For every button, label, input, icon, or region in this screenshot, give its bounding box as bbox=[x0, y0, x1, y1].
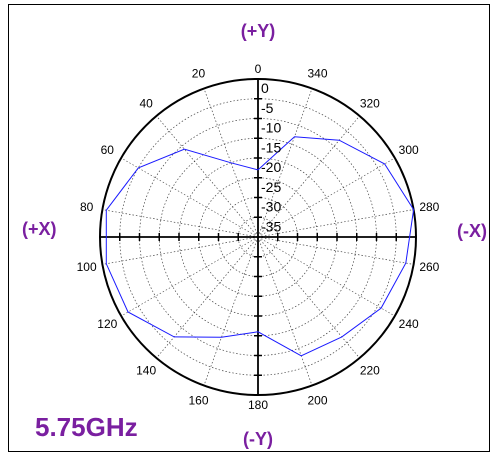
radial-tick-label: -25 bbox=[261, 179, 281, 195]
grid-spoke bbox=[257, 236, 414, 265]
radial-tick-label: 0 bbox=[261, 80, 269, 96]
chart-title: 5.75GHz bbox=[35, 412, 138, 442]
angle-tick-label: 320 bbox=[360, 97, 380, 111]
angle-tick-label: 260 bbox=[419, 260, 439, 274]
axis-label-minus-y: (-Y) bbox=[243, 429, 273, 449]
radial-tick-label: -20 bbox=[261, 159, 281, 175]
grid-spoke bbox=[257, 236, 313, 386]
grid-spoke bbox=[120, 157, 259, 238]
angle-tick-label: 60 bbox=[101, 143, 115, 157]
angle-tick-label: 200 bbox=[307, 394, 327, 408]
grid-spoke bbox=[156, 115, 259, 238]
axis-label-minus-x: (-X) bbox=[457, 221, 487, 241]
angle-tick-label: 240 bbox=[399, 317, 419, 331]
angle-tick-label: 40 bbox=[139, 97, 153, 111]
chart-frame: 0 -5 -10 -15 -20 -25 -30 -35 0 20 40 60 80 100 120 140 1… bbox=[8, 4, 490, 452]
radial-tick-label: -15 bbox=[261, 139, 281, 155]
angle-tick-label: 80 bbox=[80, 200, 94, 214]
grid-spoke bbox=[257, 236, 396, 317]
angle-tick-label: 120 bbox=[97, 317, 117, 331]
grid-spoke bbox=[102, 209, 259, 238]
radial-tick-label: -35 bbox=[261, 218, 281, 234]
grid-spoke bbox=[102, 236, 259, 265]
angle-tick-label: 100 bbox=[77, 260, 97, 274]
angle-tick-label: 0 bbox=[255, 62, 262, 76]
angle-tick-label: 20 bbox=[192, 66, 206, 80]
angle-tick-label: 300 bbox=[399, 143, 419, 157]
angle-tick-label: 140 bbox=[136, 363, 156, 377]
angle-tick-label: 180 bbox=[248, 398, 268, 412]
grid-spoke bbox=[120, 236, 259, 317]
radial-tick-label: -30 bbox=[261, 199, 281, 215]
angle-tick-label: 160 bbox=[188, 394, 208, 408]
polar-chart: 0 -5 -10 -15 -20 -25 -30 -35 0 20 40 60 80 100 120 140 1… bbox=[22, 21, 487, 449]
angle-tick-label: 220 bbox=[360, 363, 380, 377]
radial-tick-label: -5 bbox=[261, 100, 274, 116]
angle-tick-label: 340 bbox=[307, 66, 327, 80]
axis-label-plus-x: (+X) bbox=[22, 219, 57, 239]
radial-tick-label: -10 bbox=[261, 120, 281, 136]
pattern-line bbox=[105, 136, 415, 357]
axis-label-plus-y: (+Y) bbox=[241, 21, 276, 41]
grid-spoke bbox=[257, 209, 414, 238]
angle-tick-label: 280 bbox=[419, 200, 439, 214]
